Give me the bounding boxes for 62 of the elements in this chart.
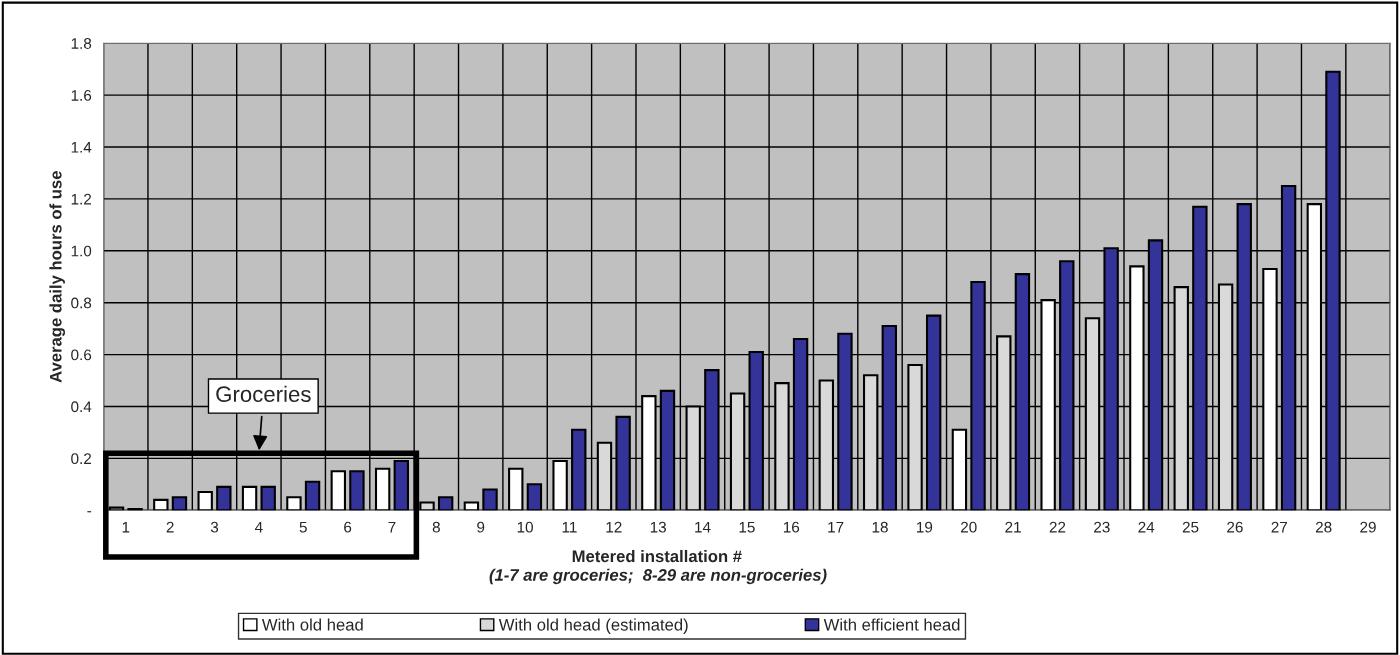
y-tick-label: 0.6 bbox=[71, 349, 92, 361]
legend-label: With old head bbox=[261, 618, 363, 631]
legend-label: With old head (estimated) bbox=[498, 618, 688, 634]
y-tick-label: 1.0 bbox=[71, 245, 92, 257]
bar bbox=[171, 496, 188, 511]
bar bbox=[482, 488, 498, 511]
x-tick-label: 26 bbox=[1227, 521, 1243, 533]
x-tick-label: 8 bbox=[432, 521, 440, 533]
x-tick-label: 3 bbox=[210, 521, 219, 533]
bar bbox=[216, 485, 232, 511]
x-tick-label: 2 bbox=[166, 521, 174, 533]
y-tick-label: 0.4 bbox=[71, 401, 92, 413]
x-tick-label: 21 bbox=[1005, 521, 1021, 533]
y-tick-label: 1.6 bbox=[71, 89, 92, 101]
bar bbox=[304, 480, 321, 511]
y-tick-label: - bbox=[87, 511, 92, 513]
bar bbox=[197, 491, 213, 511]
x-tick-label: 11 bbox=[562, 521, 577, 533]
x-tick-label: 7 bbox=[388, 521, 396, 533]
bar bbox=[508, 467, 524, 511]
bar bbox=[286, 496, 302, 511]
legend-label: With efficient head bbox=[823, 618, 960, 631]
x-tick-label: 14 bbox=[695, 521, 711, 533]
x-tick-label: 19 bbox=[917, 521, 933, 533]
y-tick-label: 1.4 bbox=[71, 142, 92, 153]
bar bbox=[330, 470, 346, 511]
x-tick-label: 29 bbox=[1360, 521, 1376, 533]
bar bbox=[153, 498, 169, 511]
y-tick-label: 0.2 bbox=[71, 453, 92, 465]
bar bbox=[241, 485, 258, 511]
x-tick-label: 20 bbox=[961, 521, 977, 533]
x-tick-label: 27 bbox=[1271, 521, 1288, 533]
bar bbox=[463, 501, 480, 511]
x-tick-label: 25 bbox=[1182, 521, 1199, 533]
x-tick-label: 10 bbox=[517, 521, 533, 533]
y-tick-label: 0.8 bbox=[71, 297, 92, 309]
x-tick-label: 17 bbox=[828, 521, 844, 533]
x-tick-label: 22 bbox=[1049, 521, 1066, 533]
x-tick-label: 9 bbox=[477, 521, 485, 533]
x-tick-label: 18 bbox=[872, 521, 888, 533]
bar bbox=[437, 496, 454, 511]
bar bbox=[260, 485, 276, 511]
x-tick-label: 12 bbox=[606, 521, 622, 533]
x-tick-label: 5 bbox=[299, 521, 307, 533]
bar bbox=[374, 467, 391, 511]
x-tick-label: 24 bbox=[1138, 521, 1155, 533]
x-tick-label: 13 bbox=[650, 521, 666, 533]
text: (1-7 are groceries; 8-29 are non-groceries) bbox=[489, 568, 827, 585]
y-axis-title: Average daily hours of use bbox=[49, 171, 65, 383]
y-tick-label: 1.2 bbox=[71, 193, 92, 205]
x-tick-label: 1 bbox=[122, 521, 130, 533]
bar bbox=[349, 470, 365, 511]
x-tick-label: 28 bbox=[1315, 521, 1332, 533]
x-axis-title: Metered installation # bbox=[572, 549, 742, 563]
x-tick-label: 4 bbox=[254, 521, 263, 533]
x-tick-label: 23 bbox=[1094, 521, 1110, 533]
x-tick-label: 15 bbox=[739, 521, 755, 533]
annotation: Groceries bbox=[216, 385, 311, 403]
y-tick-label: 1.8 bbox=[71, 38, 92, 49]
bar bbox=[526, 483, 543, 511]
x-tick-label: 16 bbox=[783, 521, 800, 533]
x-tick-label: 6 bbox=[344, 521, 352, 533]
